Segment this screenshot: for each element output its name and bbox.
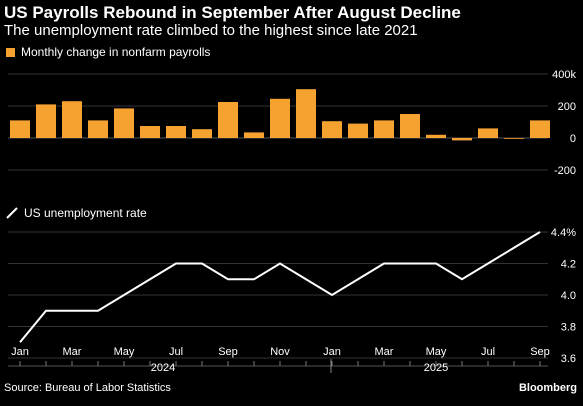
line-y-tick-label: 4.2 <box>561 259 576 271</box>
payroll-bar <box>322 121 342 138</box>
payroll-bar <box>192 129 212 138</box>
line-y-tick-label: 4.0 <box>561 290 576 302</box>
payroll-bar <box>88 120 108 138</box>
bar-chart-bars <box>10 89 550 141</box>
payroll-bar <box>400 114 420 138</box>
x-tick-label: Jan <box>323 346 341 358</box>
line-y-tick-label: 3.6 <box>561 353 576 365</box>
line-chart-gridlines <box>8 231 548 359</box>
bar-y-tick-label: 400k <box>552 69 576 81</box>
payroll-bar <box>348 123 368 138</box>
payroll-bar <box>10 120 30 138</box>
payroll-bar <box>478 128 498 138</box>
legend-bar-swatch <box>6 47 15 57</box>
legend-unemployment: US unemployment rate <box>6 206 147 220</box>
payroll-bar <box>114 108 134 138</box>
payroll-bar <box>36 104 56 138</box>
brand-logo: Bloomberg <box>518 382 577 394</box>
unemployment-line <box>19 231 541 343</box>
payroll-bar <box>452 138 472 141</box>
payroll-bar <box>426 134 446 138</box>
payroll-bar <box>374 120 394 138</box>
line-y-tick-label: 3.8 <box>561 322 576 334</box>
payroll-bar <box>62 101 82 138</box>
chart-subtitle: The unemployment rate climbed to the hig… <box>4 22 418 39</box>
bar-y-tick-label: 200 <box>558 101 576 113</box>
bar-y-tick-label: 0 <box>570 133 576 145</box>
chart-title: US Payrolls Rebound in September After A… <box>4 3 461 22</box>
payroll-bar <box>270 98 290 138</box>
year-label: 2025 <box>424 362 448 374</box>
x-tick-label: Sep <box>218 346 238 358</box>
legend-line-swatch <box>6 207 18 219</box>
payroll-bar <box>530 120 550 138</box>
legend-bar-label: Monthly change in nonfarm payrolls <box>21 45 211 59</box>
payroll-bar <box>296 89 316 138</box>
source-note: Source: Bureau of Labor Statistics <box>4 382 171 394</box>
x-tick-label: Nov <box>270 346 290 358</box>
year-label: 2024 <box>151 362 175 374</box>
line-y-tick-label: 4.4% <box>551 227 576 239</box>
x-tick-label: Mar <box>63 346 82 358</box>
legend-payrolls: Monthly change in nonfarm payrolls <box>6 45 210 59</box>
payroll-bar <box>166 126 186 138</box>
x-tick-label: Mar <box>375 346 394 358</box>
payroll-bar <box>504 138 524 139</box>
bar-chart-y-axis: 400k 200 0 -200 <box>552 69 576 177</box>
payroll-bar <box>218 102 238 138</box>
payroll-bar <box>244 132 264 138</box>
x-tick-label: Jul <box>481 346 495 358</box>
x-axis: Jan Mar May Jul Sep Nov Jan Mar May Jul Sep 2024 202… <box>8 346 550 374</box>
x-tick-label: May <box>426 346 447 358</box>
line-chart-y-axis: 4.4% 4.2 4.0 3.8 3.6 <box>551 227 576 365</box>
payroll-bar <box>140 126 160 138</box>
legend-line-label: US unemployment rate <box>24 206 147 220</box>
x-tick-label: Jan <box>11 346 29 358</box>
x-tick-label: May <box>114 346 135 358</box>
x-tick-label: Jul <box>169 346 183 358</box>
x-tick-label: Sep <box>530 346 550 358</box>
line-chart-series <box>19 231 541 343</box>
bar-y-tick-label: -200 <box>554 165 576 177</box>
